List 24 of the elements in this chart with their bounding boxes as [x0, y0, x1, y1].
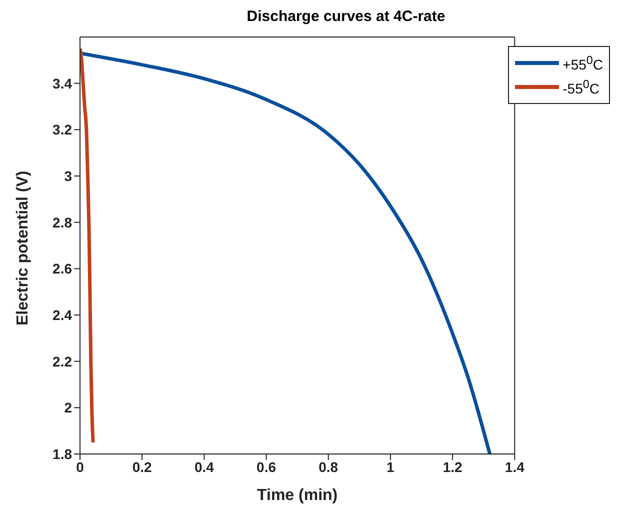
x-tick-label: 1.4 — [504, 458, 525, 475]
chart-title: Discharge curves at 4C-rate — [246, 8, 446, 27]
y-tick-label: 2.4 — [52, 306, 72, 323]
legend-label: +55$^{0}$C — [562, 54, 603, 72]
x-tick-label: 0.4 — [194, 458, 214, 475]
line-series — [80, 46, 95, 444]
legend-label: -55$^{0}$C — [562, 78, 600, 96]
line-series — [80, 51, 492, 454]
y-tick-label: 3.4 — [52, 75, 72, 92]
x-axis-title: Time (min) — [257, 487, 338, 504]
y-tick-label: 3.2 — [52, 122, 72, 138]
y-tick-label: 3 — [64, 168, 72, 184]
x-tick-label: 1 — [386, 458, 395, 475]
y-axis-title: Electric potential (V) — [14, 170, 32, 326]
y-tick-label: 2.8 — [52, 214, 72, 230]
x-tick-label: 0.6 — [256, 458, 276, 475]
y-tick-label: 2.6 — [52, 260, 72, 277]
x-tick-label: 0.8 — [318, 458, 338, 475]
x-tick-label: 0.2 — [132, 458, 152, 475]
x-tick-label: 0 — [76, 458, 84, 475]
x-tick-label: 1.2 — [442, 458, 462, 475]
y-tick-label: 1.8 — [52, 446, 72, 462]
y-tick-label: 2.2 — [52, 353, 72, 370]
y-tick-label: 2 — [64, 400, 72, 416]
